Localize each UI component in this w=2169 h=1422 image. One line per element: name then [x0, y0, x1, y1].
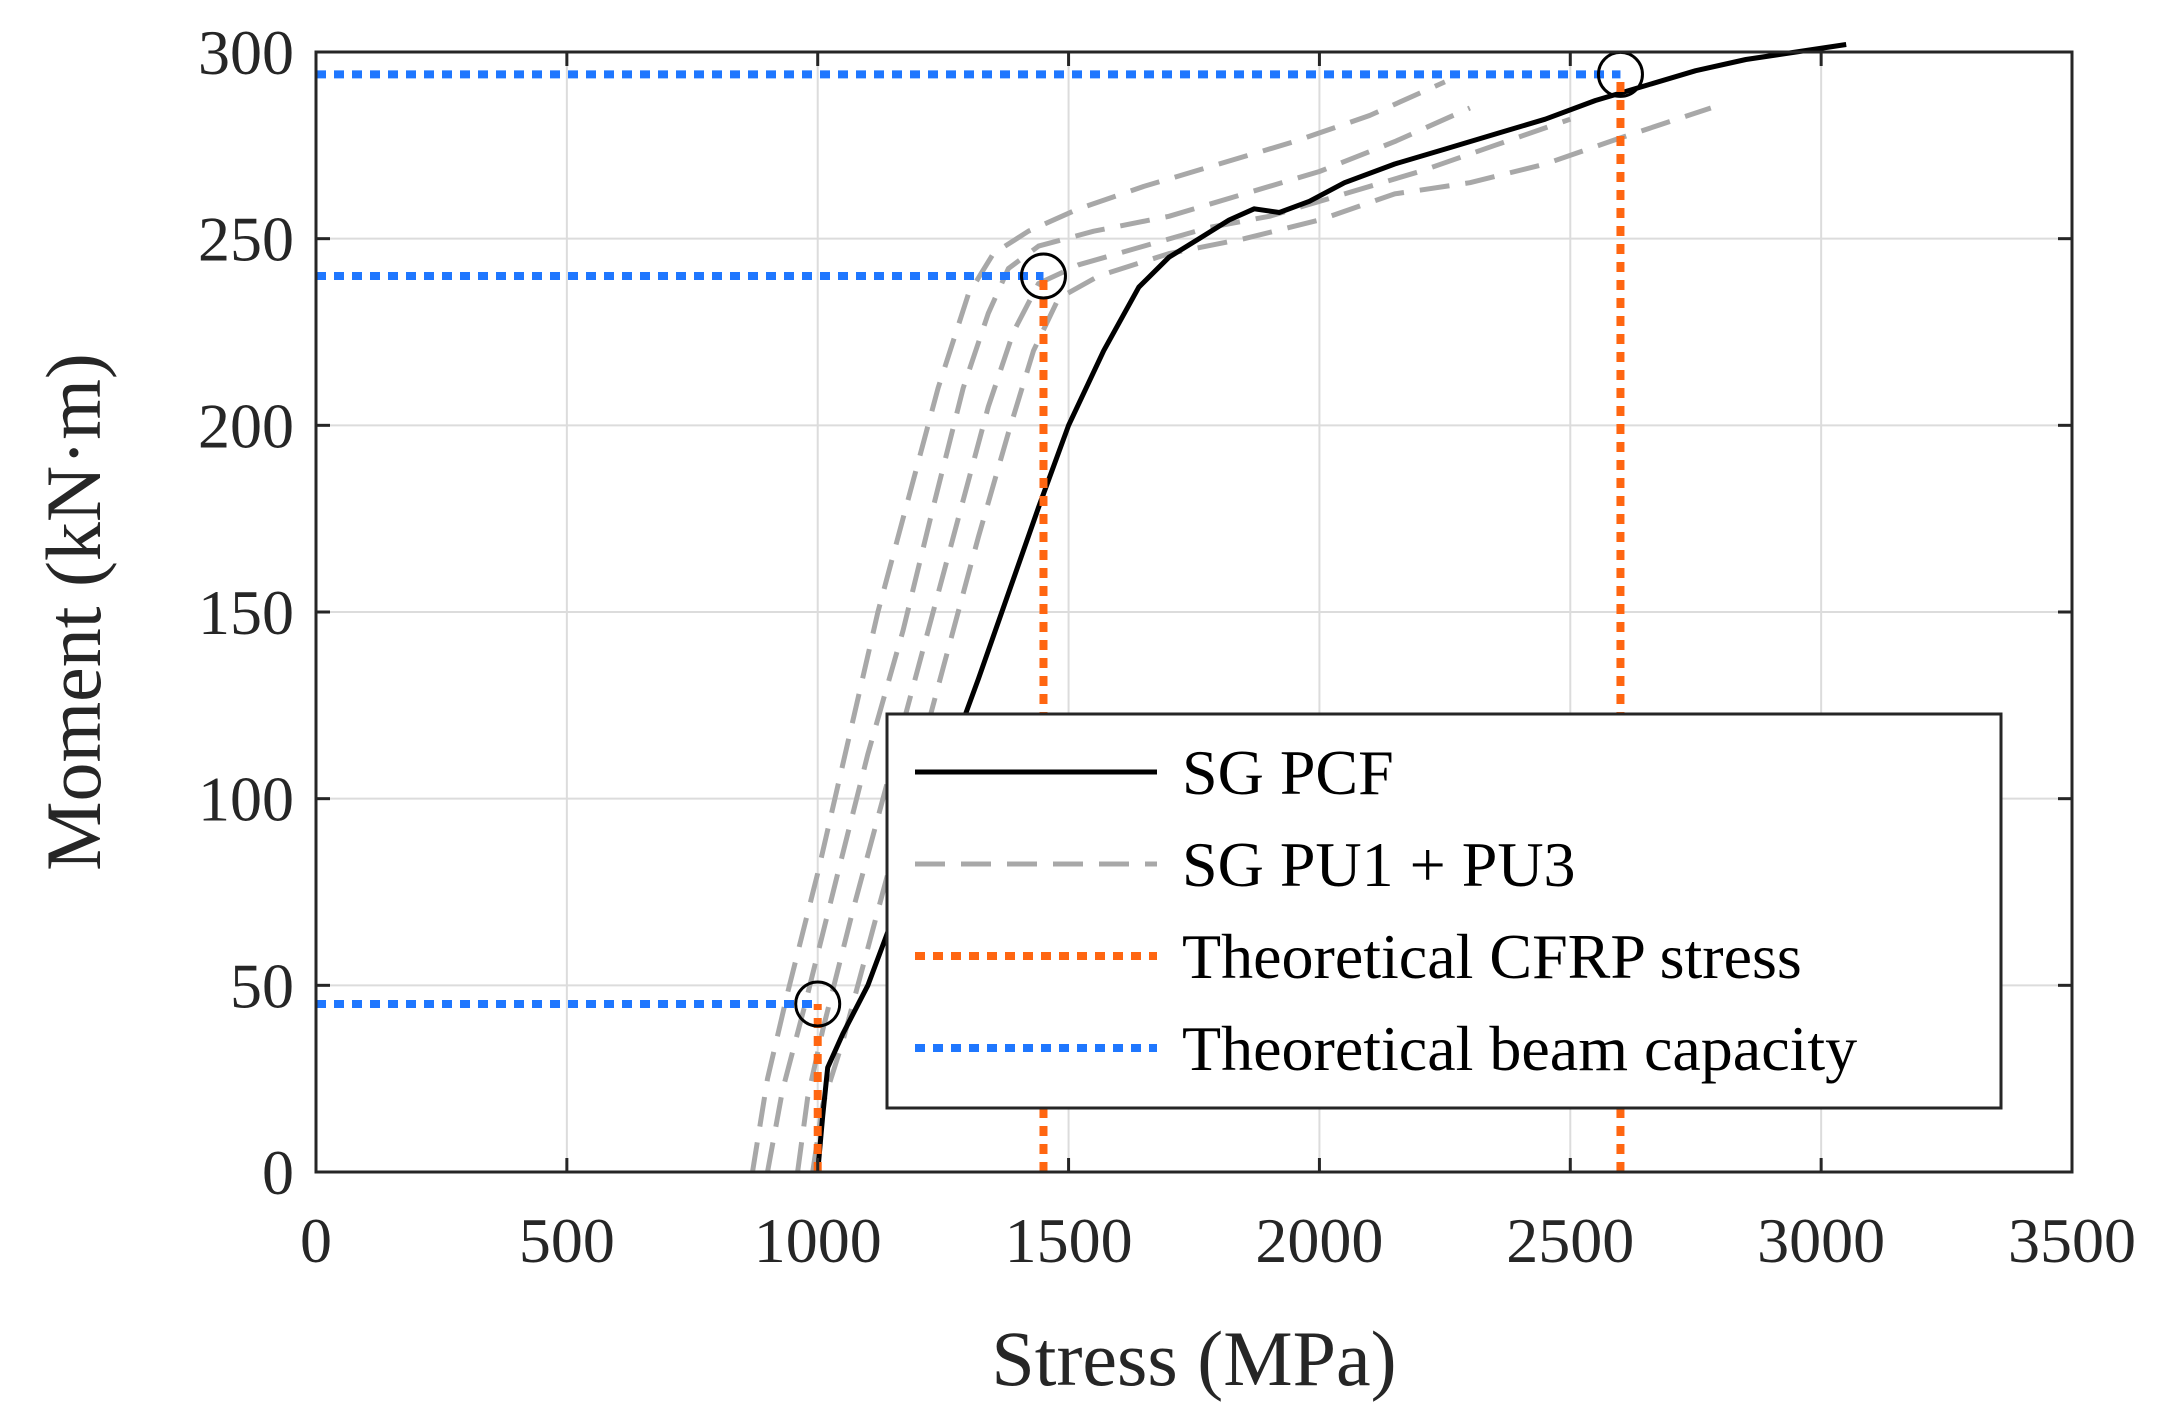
y-tick-label: 100 [198, 764, 294, 835]
legend-label: SG PU1 + PU3 [1182, 829, 1576, 900]
markers [794, 50, 1644, 1028]
x-tick-label: 1000 [754, 1205, 882, 1276]
y-tick-label: 50 [230, 950, 294, 1021]
x-tick-label: 3000 [1757, 1205, 1885, 1276]
legend-label: Theoretical CFRP stress [1182, 921, 1802, 992]
y-tick-label: 0 [262, 1137, 294, 1208]
series-sg-pu [765, 105, 1471, 1173]
y-tick-label: 150 [198, 577, 294, 648]
x-tick-label: 500 [519, 1205, 615, 1276]
y-tick-label: 300 [198, 17, 294, 88]
series-sg-pu [795, 116, 1572, 1173]
intersection-marker [794, 980, 842, 1028]
x-tick-label: 1500 [1005, 1205, 1133, 1276]
y-axis-label: Moment (kN·m) [30, 353, 117, 871]
x-tick-label: 2500 [1506, 1205, 1634, 1276]
x-tick-label: 0 [300, 1205, 332, 1276]
legend: SG PCF SG PU1 + PU3 Theoretical CFRP stres… [885, 712, 2003, 1110]
y-tick-label: 250 [198, 204, 294, 275]
series-sg-pu [810, 105, 1712, 1173]
x-axis-label: Stress (MPa) [991, 1315, 1396, 1402]
legend-label: Theoretical beam capacity [1182, 1013, 1857, 1084]
x-tick-label: 2000 [1255, 1205, 1383, 1276]
series-sg-pu [750, 79, 1446, 1173]
axis-ticks: 0 500 1000 1500 2000 2500 3000 3500 0 50 100 150 200… [198, 17, 2136, 1276]
legend-label: SG PCF [1182, 737, 1394, 808]
intersection-marker [1019, 252, 1067, 300]
x-tick-label: 3500 [2008, 1205, 2136, 1276]
legend-box [885, 712, 2003, 1110]
y-tick-label: 200 [198, 390, 294, 461]
